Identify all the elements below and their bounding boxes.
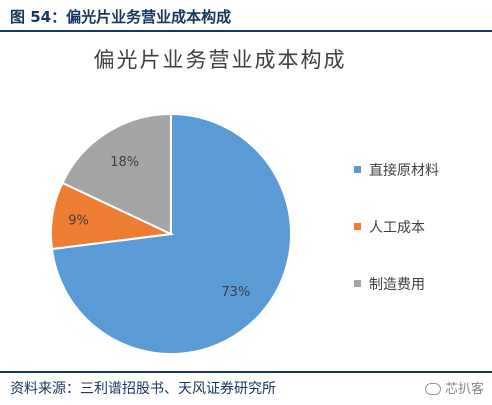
footer-divider [0,371,492,373]
pie-chart: 73% 9% 18% [50,112,292,355]
source-note: 资料来源：三利谱招股书、天风证券研究所 [10,381,276,397]
watermark-text: 芯扒客 [444,382,484,397]
legend-label-direct-materials: 直接原材料 [369,163,439,179]
legend-swatch-direct-materials [354,166,361,173]
legend-label-labor-cost: 人工成本 [369,220,425,236]
figure-title: 图 54：偏光片业务营业成本构成 [10,8,232,26]
data-label-labor-cost: 9% [68,213,89,228]
pie-slice-manufacturing-overhead [61,112,172,236]
legend-swatch-manufacturing-overhead [354,280,361,287]
chart-area: 偏光片业务营业成本构成 73% 9% 18% 直接原材料人工成本制造费用 [0,32,492,370]
wechat-icon [424,383,441,395]
watermark: 芯扒客 [424,378,484,397]
legend-swatch-labor-cost [354,223,361,230]
data-label-manufacturing-overhead: 18% [110,155,139,170]
header-divider [0,30,492,32]
figure-header: 图 54：偏光片业务营业成本构成 [0,0,492,30]
chart-title: 偏光片业务营业成本构成 [93,48,347,72]
legend-label-manufacturing-overhead: 制造费用 [369,277,425,293]
data-label-direct-materials: 73% [221,285,250,300]
